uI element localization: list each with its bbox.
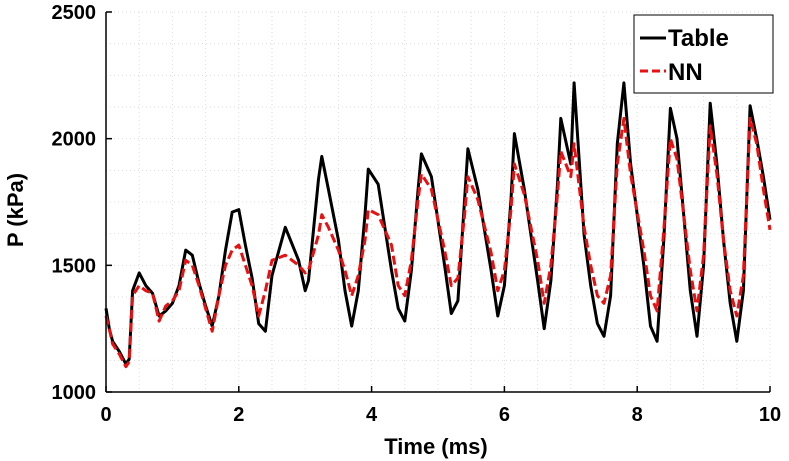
legend-label-nn: NN [668,59,703,86]
x-tick-label: 2 [233,404,244,426]
legend-box [633,14,774,94]
y-tick-label: 2500 [52,2,97,24]
y-axis-title: P (kPa) [3,173,28,247]
x-tick-label: 8 [632,404,643,426]
series-line-table [104,81,772,366]
y-tick-label: 1500 [52,255,97,277]
series-line-nn [104,116,772,369]
x-tick-label: 6 [499,404,510,426]
y-tick-label: 1000 [52,382,97,404]
series-layer [104,81,772,369]
axes [105,12,770,393]
x-axis-title: Time (ms) [384,434,488,459]
legend-label-table: Table [668,25,729,52]
x-tick-label: 4 [366,404,378,426]
x-tick-label: 0 [100,404,111,426]
x-tick-label: 10 [759,404,781,426]
tick-labels: 0 2 4 6 8 10 1000 1500 2000 2500 [52,2,782,426]
legend: Table NN [633,14,774,94]
y-tick-label: 2000 [52,129,97,151]
